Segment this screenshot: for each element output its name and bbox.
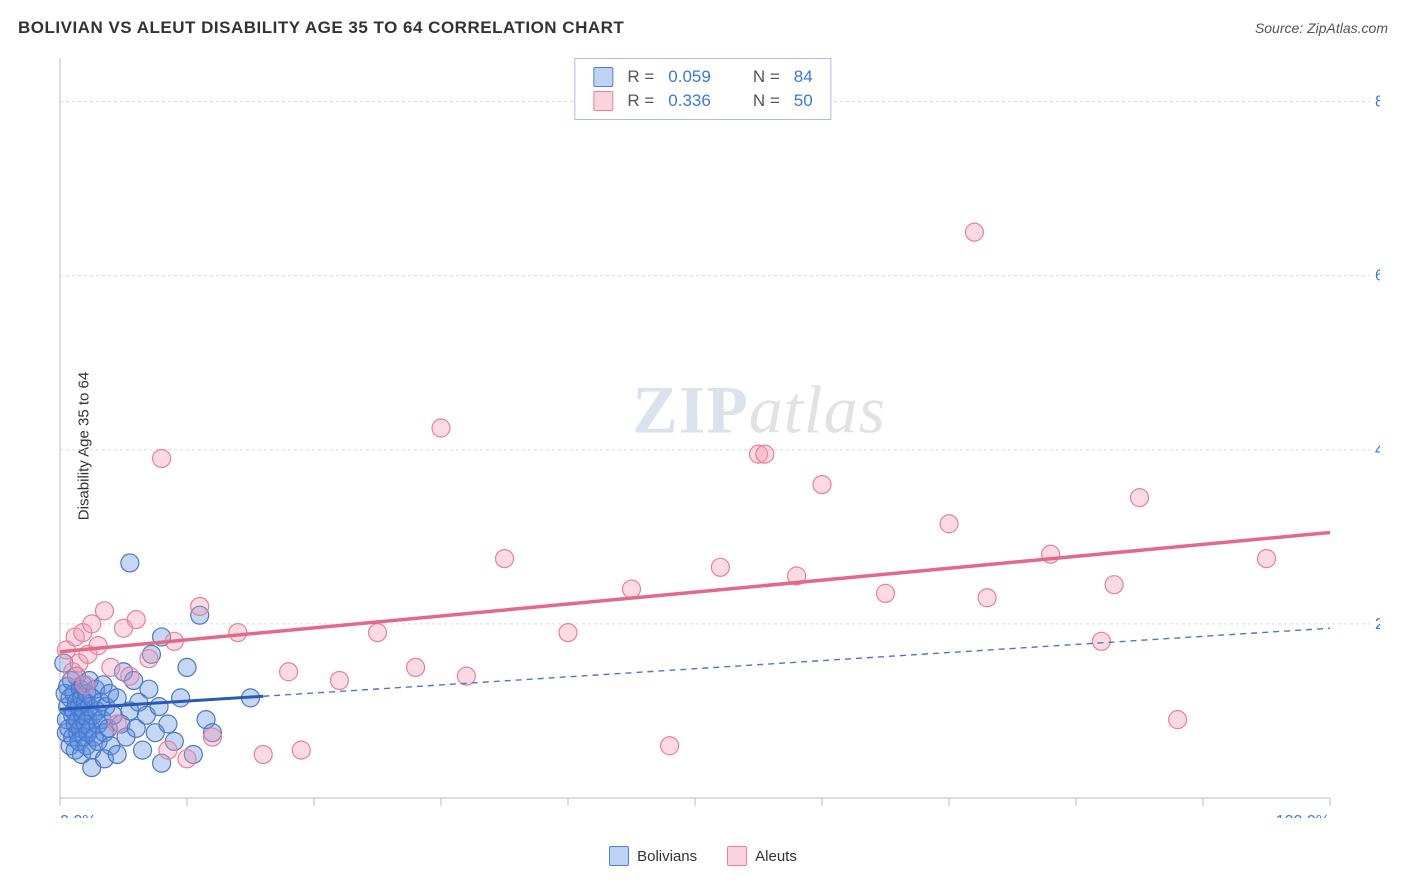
n-label: N = [753,67,780,87]
data-point-aleuts [76,676,94,694]
chart-source: Source: ZipAtlas.com [1255,20,1388,36]
data-point-bolivians [108,745,126,763]
n-value: 50 [794,91,813,111]
data-point-aleuts [623,580,641,598]
data-point-aleuts [280,663,298,681]
data-point-aleuts [254,745,272,763]
y-tick-label: 40.0% [1375,442,1380,459]
r-label: R = [627,91,654,111]
data-point-aleuts [1258,550,1276,568]
data-point-aleuts [191,597,209,615]
data-point-aleuts [978,589,996,607]
data-point-aleuts [127,611,145,629]
r-label: R = [627,67,654,87]
aleuts-swatch-icon [727,846,747,866]
data-point-aleuts [203,728,221,746]
data-point-aleuts [940,515,958,533]
source-name: ZipAtlas.com [1307,20,1388,36]
data-point-aleuts [102,658,120,676]
data-point-aleuts [95,602,113,620]
data-point-aleuts [159,741,177,759]
data-point-bolivians [140,680,158,698]
data-point-aleuts [877,584,895,602]
regression-line-aleuts [60,532,1330,651]
data-point-aleuts [140,650,158,668]
n-label: N = [753,91,780,111]
data-point-aleuts [121,667,139,685]
y-tick-label: 60.0% [1375,268,1380,285]
data-point-bolivians [178,658,196,676]
x-tick-label: 100.0% [1276,813,1330,818]
data-point-aleuts [153,449,171,467]
data-point-bolivians [121,554,139,572]
data-point-aleuts [369,624,387,642]
data-point-aleuts [661,737,679,755]
x-tick-label: 0.0% [60,813,96,818]
data-point-aleuts [330,671,348,689]
data-point-aleuts [559,624,577,642]
stats-row: R = 0.336 N = 50 [593,89,812,113]
bolivians-swatch-icon [593,67,613,87]
r-value: 0.336 [668,91,711,111]
legend-item-bolivians: Bolivians [609,846,697,866]
chart-title: BOLIVIAN VS ALEUT DISABILITY AGE 35 TO 6… [18,18,624,38]
data-point-aleuts [1131,489,1149,507]
legend-label: Aleuts [755,848,797,865]
data-point-aleuts [178,750,196,768]
legend-label: Bolivians [637,848,697,865]
scatter-plot: 20.0% 40.0% 60.0% 80.0% 0.0% 100.0% [50,58,1380,818]
data-point-bolivians [134,741,152,759]
source-label: Source: [1255,20,1303,36]
data-point-aleuts [89,637,107,655]
data-point-bolivians [150,698,168,716]
data-point-aleuts [1092,632,1110,650]
bolivians-swatch-icon [609,846,629,866]
aleuts-swatch-icon [593,91,613,111]
legend-item-aleuts: Aleuts [727,846,797,866]
chart-header: BOLIVIAN VS ALEUT DISABILITY AGE 35 TO 6… [18,18,1388,38]
data-point-aleuts [432,419,450,437]
data-point-aleuts [756,445,774,463]
n-value: 84 [794,67,813,87]
data-point-bolivians [159,715,177,733]
stats-legend-box: R = 0.059 N = 84 R = 0.336 N = 50 [574,58,831,120]
data-point-aleuts [407,658,425,676]
data-point-aleuts [108,715,126,733]
data-point-bolivians [172,689,190,707]
data-point-aleuts [292,741,310,759]
data-point-aleuts [1169,711,1187,729]
data-point-aleuts [496,550,514,568]
data-point-aleuts [711,558,729,576]
data-point-aleuts [229,624,247,642]
data-point-aleuts [965,223,983,241]
y-tick-label: 80.0% [1375,94,1380,111]
data-point-aleuts [813,476,831,494]
stats-row: R = 0.059 N = 84 [593,65,812,89]
data-point-aleuts [1105,576,1123,594]
series-legend: Bolivians Aleuts [0,846,1406,866]
r-value: 0.059 [668,67,711,87]
y-tick-label: 20.0% [1375,616,1380,633]
